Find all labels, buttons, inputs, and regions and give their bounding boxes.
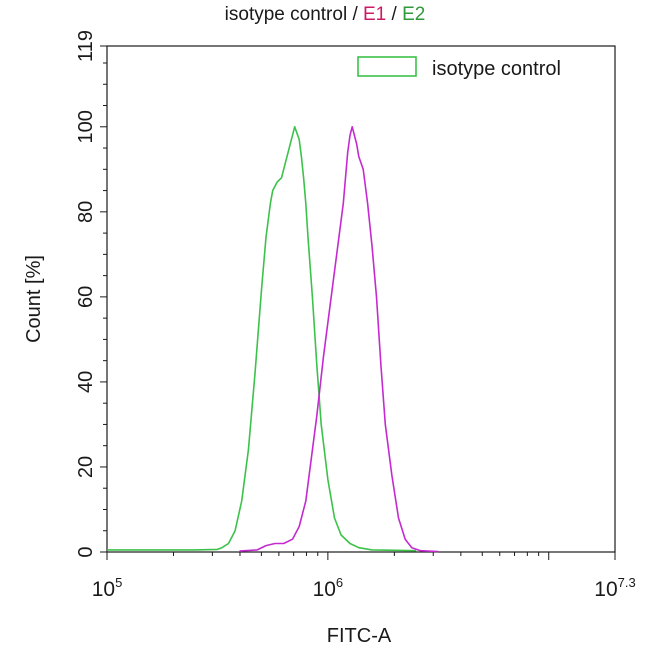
y-tick-label: 40 [75,371,97,393]
x-axis: 105 106 107.3 [92,552,636,601]
title-part: isotype control / [224,4,363,25]
chart-title: isotype control / E1 / E2 [0,4,650,26]
y-tick-label: 0 [75,546,97,557]
title-part: E2 [402,4,426,25]
plot-frame [106,45,616,553]
y-tick-label: 119 [75,30,97,62]
y-axis-label: Count [%] [23,255,45,343]
series-line-2 [239,126,439,553]
y-tick-label: 80 [75,201,97,223]
y-axis: 0 20 40 60 80 100 119 [75,30,107,558]
y-tick-label: 20 [75,456,97,478]
x-tick-label: 105 [92,575,123,601]
x-tick-label: 106 [313,575,344,601]
x-tick-label: 107.3 [594,575,635,601]
legend-swatch [357,56,417,77]
title-part: E1 [363,4,387,25]
legend: isotype control [357,56,561,80]
title-part: / [386,4,403,25]
series-layer [107,126,439,553]
y-tick-label: 100 [75,110,97,143]
x-axis-label: FITC-A [327,625,392,647]
y-tick-label: 60 [75,286,97,308]
legend-label: isotype control [432,58,561,80]
series-line-1 [107,126,417,552]
